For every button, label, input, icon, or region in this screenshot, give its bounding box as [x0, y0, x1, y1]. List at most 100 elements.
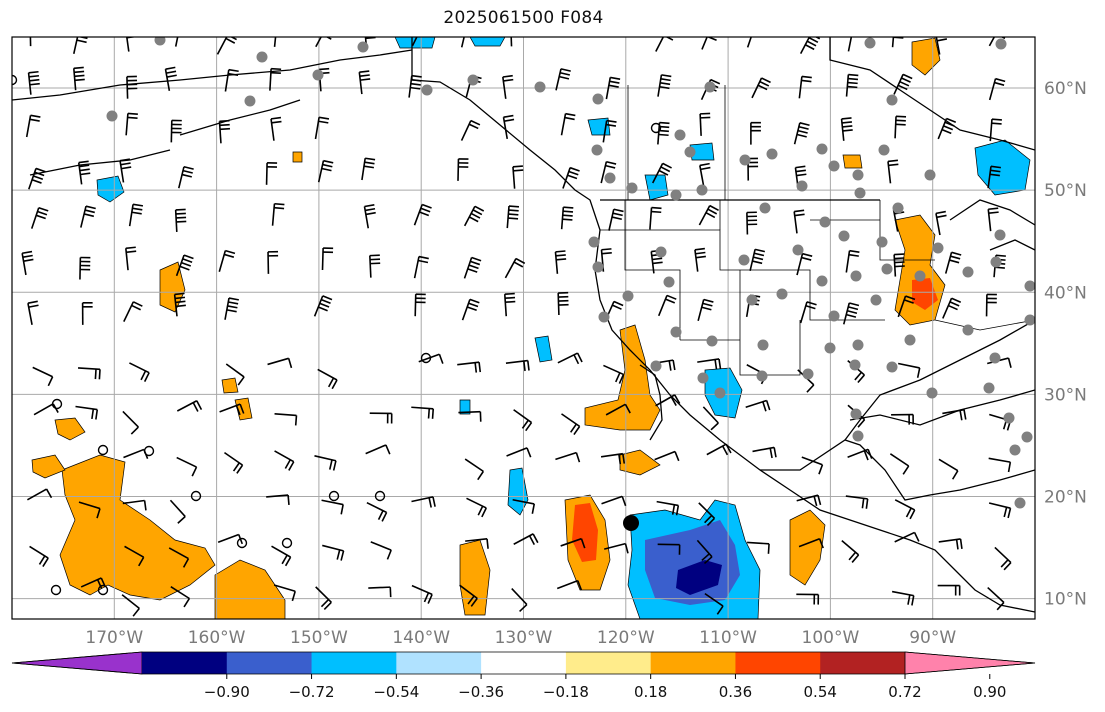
wind-barb	[841, 539, 860, 563]
wind-barb	[506, 205, 520, 229]
wind-barb	[988, 77, 1006, 101]
station-dot	[670, 189, 682, 201]
wind-barb	[28, 167, 46, 190]
wind-barb	[989, 118, 1002, 142]
station-dot	[852, 169, 864, 181]
wind-barb	[72, 66, 85, 91]
wind-barb	[600, 160, 617, 184]
wind-barb	[170, 586, 191, 608]
station-dot	[312, 69, 324, 81]
wind-barb	[274, 412, 298, 426]
station-dot	[244, 95, 256, 107]
wind-barb	[605, 76, 621, 100]
wind-barb	[121, 594, 140, 617]
station-dot	[757, 339, 769, 351]
wind-barb	[176, 400, 203, 412]
wind-barb	[369, 412, 393, 424]
wind-barb	[557, 352, 583, 365]
calm-circle	[143, 445, 155, 457]
station-dot	[876, 236, 888, 248]
wind-barb	[169, 499, 186, 524]
colorbar-tick-label: −0.72	[289, 683, 335, 701]
coastlines	[12, 37, 1035, 613]
station-dot	[674, 129, 686, 141]
station-dot	[622, 290, 634, 302]
lon-label: 90°W	[909, 628, 956, 648]
wind-barb	[793, 122, 810, 145]
wind-barb	[793, 209, 805, 234]
wind-barb	[845, 73, 859, 97]
wind-barb	[78, 501, 101, 519]
wind-barb	[265, 162, 278, 185]
wind-barb	[847, 37, 853, 52]
wind-barb	[747, 541, 770, 554]
wind-barb	[657, 121, 670, 145]
wind-barb	[370, 541, 392, 560]
station-dot	[850, 408, 862, 420]
station-dot	[819, 216, 831, 228]
station-dot	[852, 339, 864, 351]
wind-barb	[938, 458, 959, 480]
station-dot	[838, 230, 850, 242]
station-dot	[684, 146, 696, 158]
station-dot	[994, 229, 1006, 241]
station-dot	[816, 275, 828, 287]
wind-barb	[27, 300, 39, 325]
colorbar-outline	[11, 651, 1036, 675]
wind-barb	[513, 409, 533, 432]
wind-barb	[125, 246, 137, 271]
wind-barb	[987, 207, 999, 232]
station-dot	[697, 372, 709, 384]
wind-barb	[224, 68, 239, 92]
wind-barb	[32, 366, 54, 387]
wind-barb	[987, 587, 1005, 611]
lon-label: 150°W	[290, 628, 348, 648]
wind-barb	[512, 165, 524, 189]
wind-barb	[119, 158, 132, 183]
latitude-labels: 60°N 50°N 40°N 30°N 20°N 10°N	[1044, 79, 1087, 610]
station-dot	[714, 387, 726, 399]
station-dot	[926, 387, 938, 399]
wind-barb	[363, 204, 376, 229]
wind-barb	[937, 584, 961, 596]
lon-label: 100°W	[802, 628, 860, 648]
lon-label: 170°W	[85, 628, 143, 648]
wind-barb	[273, 584, 296, 602]
station-dot	[655, 246, 667, 258]
colorbar-extend-high	[904, 651, 1036, 675]
wind-barb	[561, 413, 581, 436]
longitude-labels: 170°W 160°W 150°W 140°W 130°W 120°W 110°W 100°W…	[85, 628, 956, 648]
wind-barb	[796, 252, 813, 276]
station-dot	[1003, 412, 1015, 424]
wind-barb	[366, 501, 388, 522]
wind-barb	[464, 458, 485, 481]
station-dot	[1024, 314, 1035, 326]
wind-barb	[649, 206, 662, 230]
colorbar-segment	[142, 652, 228, 674]
colorbar-tick-label: −0.36	[458, 683, 504, 701]
wind-barb	[361, 157, 376, 181]
wind-barb	[897, 295, 916, 318]
wind-barb	[894, 115, 907, 139]
wind-barb	[745, 399, 771, 412]
wind-barb	[411, 496, 436, 508]
wind-barb	[699, 162, 711, 188]
wind-barb	[935, 210, 947, 236]
wind-barb	[557, 291, 569, 316]
wind-barb	[654, 450, 680, 462]
wind-barb	[994, 546, 1012, 571]
station-dot	[256, 51, 268, 63]
station-dot	[849, 359, 861, 371]
calm-circle	[236, 537, 248, 549]
wind-barb	[657, 543, 681, 555]
wind-barb	[502, 114, 515, 140]
wind-barb	[799, 301, 817, 324]
calm-circle	[281, 537, 293, 549]
wind-barb	[987, 165, 1001, 189]
wind-barb	[749, 248, 766, 271]
wind-barb	[466, 497, 487, 518]
wind-barb	[411, 37, 418, 47]
station-dot	[870, 294, 882, 306]
wind-barb	[887, 159, 899, 184]
